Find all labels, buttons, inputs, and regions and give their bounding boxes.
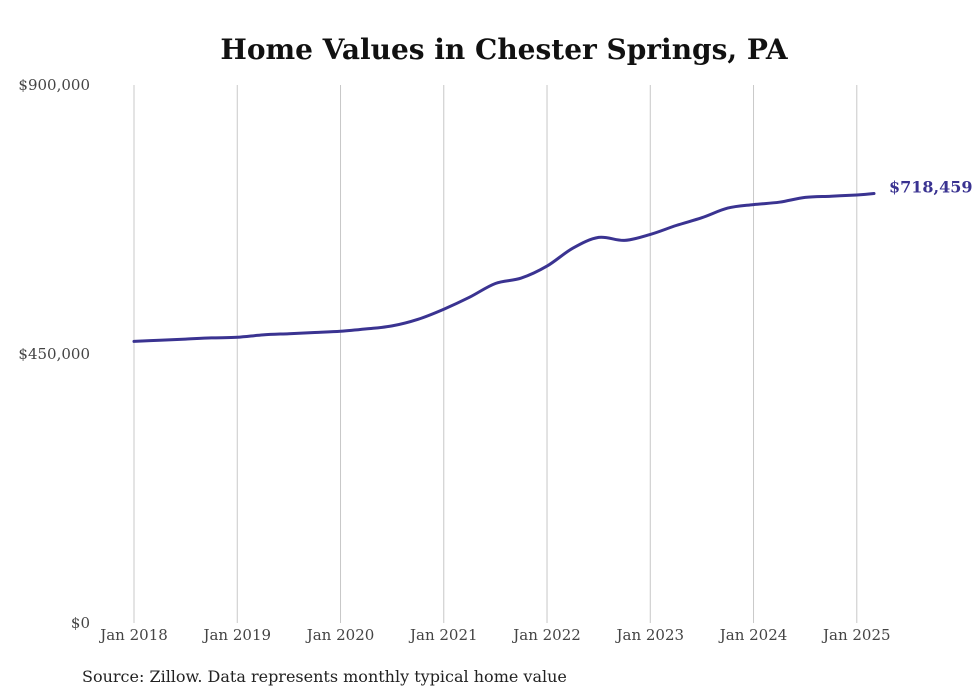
line-chart: Home Values in Chester Springs, PA $900,… (18, 33, 973, 644)
y-tick-label: $0 (71, 614, 90, 632)
x-axis-ticks: Jan 2018 Jan 2019 Jan 2020 Jan 2021 Jan 2022… (98, 626, 890, 644)
y-tick-label: $900,000 (18, 76, 90, 94)
x-tick-label: Jan 2024 (718, 626, 788, 644)
x-tick-label: Jan 2020 (305, 626, 375, 644)
x-tick-label: Jan 2021 (408, 626, 478, 644)
x-tick-label: Jan 2022 (511, 626, 581, 644)
chart-title: Home Values in Chester Springs, PA (220, 33, 789, 66)
y-axis-ticks: $900,000 $450,000 $0 (18, 76, 90, 632)
x-tick-label: Jan 2023 (614, 626, 684, 644)
end-value-label: $718,459 (889, 178, 973, 197)
series-line (132, 192, 876, 343)
x-tick-label: Jan 2019 (201, 626, 271, 644)
y-tick-label: $450,000 (18, 345, 90, 363)
gridlines (133, 85, 858, 623)
x-tick-label: Jan 2018 (98, 626, 168, 644)
source-note: Source: Zillow. Data represents monthly … (82, 667, 567, 686)
x-tick-label: Jan 2025 (821, 626, 891, 644)
